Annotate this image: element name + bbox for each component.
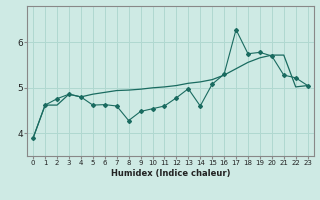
X-axis label: Humidex (Indice chaleur): Humidex (Indice chaleur) bbox=[111, 169, 230, 178]
